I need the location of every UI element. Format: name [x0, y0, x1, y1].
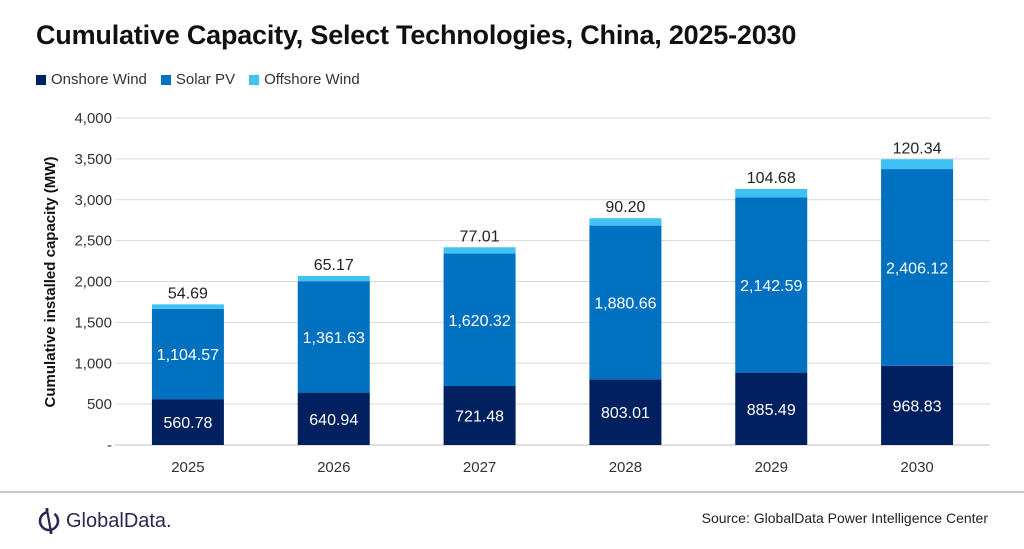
data-label: 77.01: [460, 228, 500, 245]
legend-swatch: [36, 74, 46, 85]
x-tick-label: 2030: [900, 459, 933, 476]
bar-offshore-wind: [443, 247, 516, 254]
bar-solar-pv: [443, 253, 516, 387]
data-label: 65.17: [314, 257, 354, 274]
y-tick-label: 2,000: [74, 274, 112, 291]
bar-offshore-wind: [589, 218, 662, 226]
data-label: 1,361.63: [303, 330, 365, 347]
chart-title: Cumulative Capacity, Select Technologies…: [36, 20, 797, 50]
bar-onshore-wind: [151, 399, 224, 445]
data-label: 90.20: [605, 199, 645, 216]
globaldata-logo-icon: [38, 507, 60, 535]
chart: - 500 1,000 1,500 2,000 2,500 3,000 3,500 4,000 C…: [42, 110, 990, 476]
legend-label: Offshore Wind: [264, 71, 360, 88]
x-tick-label: 2029: [755, 459, 788, 476]
data-label: 1,104.57: [157, 347, 219, 364]
bar-solar-pv: [881, 169, 954, 366]
bar-onshore-wind: [735, 372, 808, 445]
legend-item: Solar PV: [160, 71, 236, 88]
data-label: 1,880.66: [594, 295, 656, 312]
legend: Onshore Wind Solar PV Offshore Wind: [36, 71, 360, 88]
legend-item: Onshore Wind: [36, 71, 147, 88]
source-note: Source: GlobalData Power Intelligence Ce…: [701, 510, 988, 526]
y-tick-label: -: [107, 437, 112, 454]
data-label: 54.69: [168, 285, 208, 302]
bar-offshore-wind: [297, 275, 370, 282]
bar-solar-pv: [297, 281, 370, 393]
bar-solar-pv: [589, 225, 662, 380]
bar-solar-pv: [151, 308, 224, 400]
legend-swatch: [160, 74, 171, 85]
legend-label: Onshore Wind: [51, 71, 147, 88]
y-tick-label: 3,500: [74, 151, 112, 168]
logo-text: GlobalData.: [66, 509, 172, 532]
data-label: 2,406.12: [886, 260, 948, 277]
y-tick-label: 500: [87, 396, 112, 413]
legend-swatch: [249, 74, 260, 85]
data-label: 2,142.59: [740, 278, 802, 295]
data-label: 721.48: [455, 409, 504, 426]
bar-solar-pv: [735, 197, 808, 373]
x-tick-label: 2028: [609, 459, 642, 476]
bar-onshore-wind: [297, 392, 370, 445]
bar-offshore-wind: [881, 159, 954, 170]
y-tick-label: 3,000: [74, 192, 112, 209]
globaldata-logo: GlobalData.: [36, 507, 172, 535]
data-label: 885.49: [747, 402, 796, 419]
bar-onshore-wind: [881, 365, 954, 445]
y-tick-label: 2,500: [74, 233, 112, 250]
legend-label: Solar PV: [175, 71, 236, 88]
data-label: 120.34: [893, 140, 942, 157]
data-label: 1,620.32: [448, 313, 510, 330]
legend-item: Offshore Wind: [249, 71, 360, 88]
x-tick-label: 2027: [463, 459, 496, 476]
y-axis-title: Cumulative installed capacity (MW): [42, 157, 59, 408]
bar-offshore-wind: [151, 304, 224, 309]
bar-onshore-wind: [443, 386, 516, 445]
bar-onshore-wind: [589, 379, 662, 445]
x-tick-label: 2025: [171, 459, 204, 476]
bar-offshore-wind: [735, 188, 808, 198]
data-label: 560.78: [163, 415, 212, 432]
y-tick-label: 1,000: [74, 355, 112, 372]
y-tick-label: 1,500: [74, 314, 112, 331]
data-label: 640.94: [309, 412, 358, 429]
data-label: 968.83: [893, 398, 942, 415]
data-label: 104.68: [747, 170, 796, 187]
y-tick-label: 4,000: [74, 110, 112, 127]
data-label: 803.01: [601, 405, 650, 422]
footer-divider: [0, 491, 1024, 493]
x-tick-label: 2026: [317, 459, 350, 476]
